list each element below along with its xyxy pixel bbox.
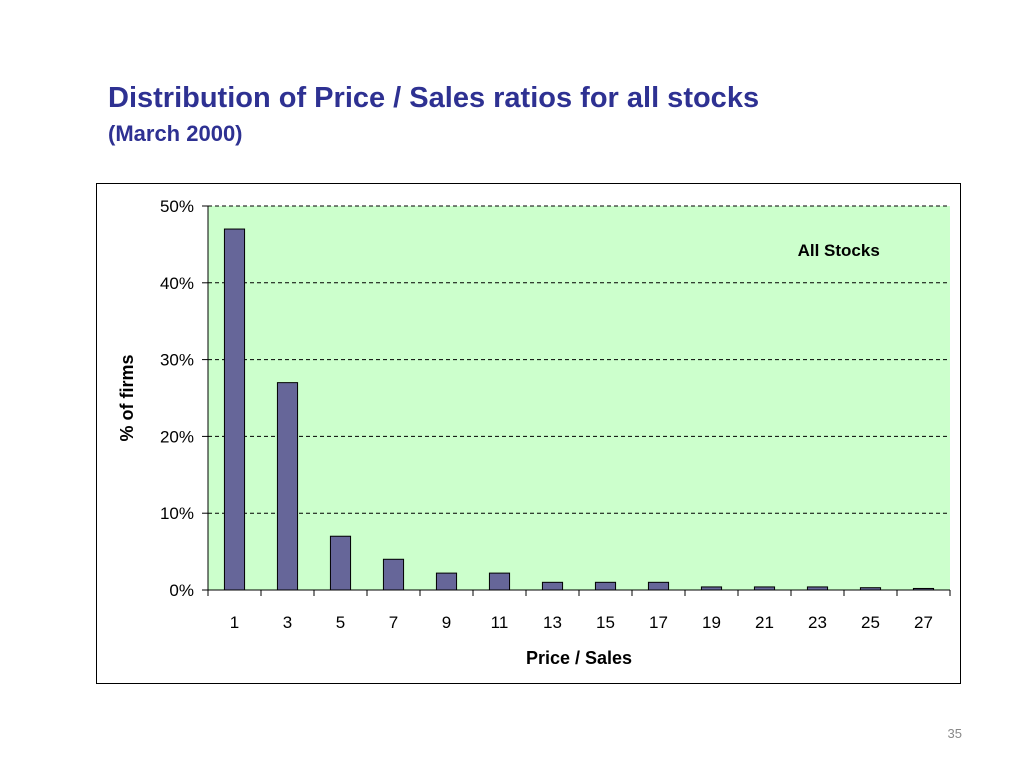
bar-5 xyxy=(329,535,352,591)
x-tick-label: 25 xyxy=(861,613,880,632)
y-tick-label: 30% xyxy=(160,351,194,370)
bar-chart: 0%10%20%30%40%50%1 3 5 7 9 11 13 15 17 19 21 23 25 27… xyxy=(117,197,951,668)
x-tick-label: 21 xyxy=(755,613,774,632)
y-tick-label: 20% xyxy=(160,427,194,446)
bar-11 xyxy=(488,572,511,591)
x-tick-label: 11 xyxy=(491,613,509,632)
bar-15 xyxy=(594,581,617,591)
chart-annotation: All Stocks xyxy=(798,241,880,260)
plot-area xyxy=(208,206,950,590)
y-tick-label: 50% xyxy=(160,197,194,216)
bar-7 xyxy=(382,558,405,591)
y-tick-label: 0% xyxy=(169,581,194,600)
slide-title: Distribution of Price / Sales ratios for… xyxy=(108,82,760,114)
x-axis-title: Price / Sales xyxy=(526,648,632,668)
x-tick-label: 15 xyxy=(596,613,615,632)
x-tick-label: 1 xyxy=(230,613,239,632)
x-tick-label: 5 xyxy=(336,613,345,632)
x-tick-label: 27 xyxy=(914,613,933,632)
slide-subtitle: (March 2000) xyxy=(108,121,243,146)
gridlines xyxy=(208,205,950,514)
bar-1 xyxy=(223,228,246,591)
x-tick-label: 3 xyxy=(283,613,292,632)
tick-labels: 0%10%20%30%40%50%1 3 5 7 9 11 13 15 17 19 21 23 25 27 xyxy=(160,197,933,632)
bar-9 xyxy=(435,572,458,591)
x-tick-label: 13 xyxy=(543,613,562,632)
bar-17 xyxy=(647,581,670,591)
y-tick-label: 10% xyxy=(160,504,194,523)
bar-3 xyxy=(276,382,299,591)
y-axis-title: % of firms xyxy=(117,354,137,441)
x-tick-label: 23 xyxy=(808,613,827,632)
x-tick-label: 7 xyxy=(389,613,398,632)
page-number: 35 xyxy=(947,726,962,741)
bar-13 xyxy=(541,581,564,591)
chart-frame: 0% 10% 20% 30% 40% 50% 1 3 5 7 9 11 13 15 17 19 21 23 25 27… xyxy=(96,183,961,684)
x-tick-label: 9 xyxy=(442,613,451,632)
y-tick-label: 40% xyxy=(160,274,194,293)
x-tick-label: 19 xyxy=(702,613,721,632)
x-tick-label: 17 xyxy=(649,613,668,632)
axes xyxy=(202,205,951,596)
